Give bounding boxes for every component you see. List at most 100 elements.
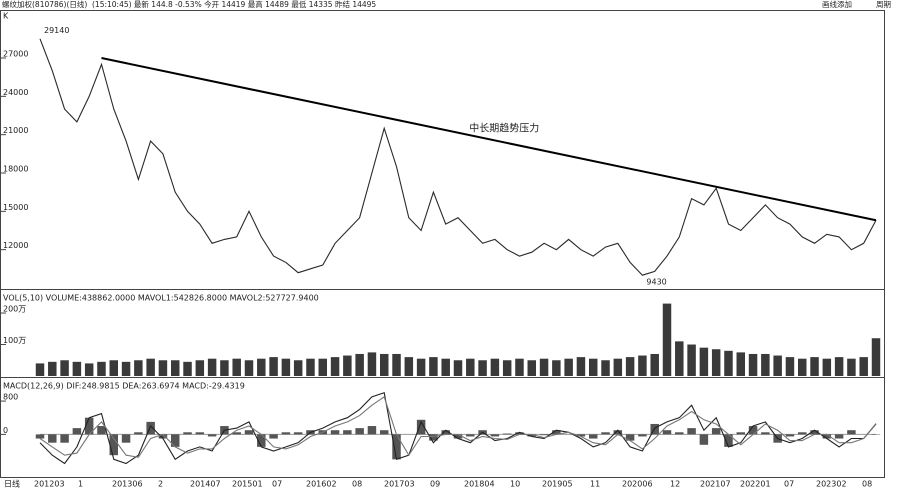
x-axis-label: 201602 bbox=[306, 480, 337, 489]
bar bbox=[48, 361, 57, 376]
bar bbox=[416, 419, 426, 435]
button[interactable]: 画线添加 bbox=[822, 0, 852, 9]
bar bbox=[588, 434, 598, 439]
x-axis-label: 1 bbox=[78, 480, 83, 489]
y-tick-label: 800 bbox=[3, 393, 18, 402]
bar bbox=[121, 361, 131, 376]
quote: (15:10:45) 最新 144.8 -0.53% 今开 14419 最高 1… bbox=[92, 0, 376, 9]
bar bbox=[859, 357, 868, 376]
bar bbox=[183, 361, 192, 376]
bar bbox=[429, 434, 438, 441]
bar bbox=[490, 358, 500, 376]
series-line bbox=[39, 38, 877, 276]
bar bbox=[650, 353, 659, 376]
x-axis-label: 201306 bbox=[112, 480, 143, 489]
instrument: 螺纹加权(810786)(日线) bbox=[2, 0, 87, 9]
bar bbox=[527, 360, 537, 376]
panel-label: K bbox=[3, 12, 9, 21]
y-tick-label: 12000 bbox=[3, 241, 28, 250]
bar bbox=[60, 360, 69, 376]
bar bbox=[281, 432, 291, 435]
bar bbox=[515, 432, 524, 435]
bar bbox=[736, 432, 746, 435]
x-axis-label: 201905 bbox=[542, 480, 573, 489]
trend-line bbox=[101, 57, 877, 222]
bar bbox=[834, 357, 844, 376]
bar bbox=[244, 430, 254, 435]
x-axis-label: 12 bbox=[670, 480, 680, 489]
bar bbox=[367, 352, 377, 376]
bar bbox=[785, 434, 795, 437]
bar bbox=[293, 360, 303, 376]
bar bbox=[466, 434, 475, 437]
bar bbox=[60, 434, 69, 443]
bar bbox=[847, 358, 856, 376]
x-axis-label: 202201 bbox=[740, 480, 771, 489]
bar bbox=[232, 358, 241, 376]
x-axis-label: 201703 bbox=[384, 480, 415, 489]
bar bbox=[330, 430, 340, 435]
x-axis-label: 202107 bbox=[700, 480, 731, 489]
bar bbox=[257, 434, 266, 447]
bar bbox=[724, 434, 733, 447]
y-tick-label: 0 bbox=[3, 426, 8, 435]
bar bbox=[269, 434, 278, 439]
bar bbox=[625, 357, 635, 376]
bar bbox=[490, 434, 500, 437]
bar bbox=[810, 357, 819, 376]
trend-label: 中长期趋势压力 bbox=[469, 121, 539, 134]
panel-label: VOL(5,10) VOLUME:438862.0000 MAVOL1:5428… bbox=[3, 294, 319, 303]
x-axis-label: 08 bbox=[862, 480, 872, 489]
bar bbox=[257, 358, 266, 376]
bar bbox=[429, 357, 438, 376]
bar bbox=[343, 355, 352, 376]
bar bbox=[269, 357, 278, 376]
bar bbox=[736, 352, 746, 376]
bar bbox=[785, 357, 795, 376]
x-axis-label: 201804 bbox=[464, 480, 495, 489]
x-axis-label: 201203 bbox=[34, 480, 65, 489]
y-tick-label: 100万 bbox=[3, 336, 26, 345]
bar bbox=[355, 428, 364, 435]
bar bbox=[441, 358, 450, 376]
bar bbox=[687, 344, 696, 376]
bar bbox=[748, 353, 758, 376]
bar bbox=[761, 432, 770, 435]
bar bbox=[748, 426, 758, 435]
bar bbox=[48, 434, 57, 443]
bar bbox=[662, 303, 672, 376]
series-line bbox=[39, 396, 877, 458]
bar bbox=[158, 360, 168, 376]
bar bbox=[183, 432, 192, 435]
bar bbox=[601, 360, 610, 376]
bar bbox=[871, 338, 881, 376]
bar bbox=[822, 358, 832, 376]
bar bbox=[84, 417, 94, 435]
bar bbox=[687, 428, 696, 435]
bar bbox=[72, 361, 82, 376]
bar bbox=[195, 360, 205, 376]
bar bbox=[675, 432, 684, 435]
bar bbox=[552, 430, 561, 435]
bar bbox=[121, 434, 131, 443]
bar bbox=[539, 358, 549, 376]
bar bbox=[552, 360, 561, 376]
frame bbox=[0, 10, 885, 478]
bar bbox=[453, 360, 463, 376]
bar bbox=[318, 358, 328, 376]
bar bbox=[576, 357, 586, 376]
bar bbox=[711, 349, 721, 376]
bar bbox=[478, 360, 487, 376]
bar bbox=[146, 421, 155, 435]
x-axis-label: 07 bbox=[272, 480, 282, 489]
bar bbox=[134, 432, 143, 435]
bar bbox=[810, 430, 819, 435]
bar bbox=[638, 434, 647, 437]
bar bbox=[355, 353, 364, 376]
button[interactable]: 周期 bbox=[876, 0, 891, 9]
bar bbox=[453, 434, 463, 439]
bar bbox=[35, 434, 45, 439]
bar bbox=[306, 358, 315, 376]
bar bbox=[146, 358, 155, 376]
